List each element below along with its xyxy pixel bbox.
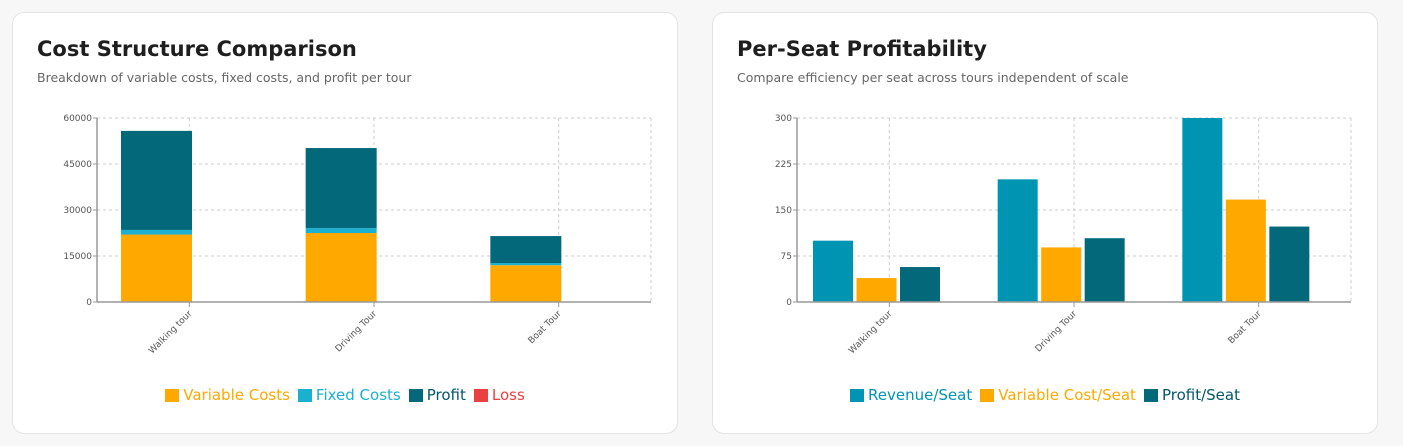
- legend-swatch: [1143, 388, 1158, 402]
- x-tick-label: Boat Tour: [527, 309, 564, 346]
- x-tick-label: Driving Tour: [1034, 309, 1080, 355]
- bar-fixed-costs: [121, 229, 192, 235]
- y-tick-label: 300: [775, 114, 792, 124]
- card-subtitle: Breakdown of variable costs, fixed costs…: [37, 70, 412, 85]
- legend-swatch: [850, 388, 865, 402]
- card-title: Cost Structure Comparison: [37, 37, 357, 61]
- y-tick-label: 0: [86, 298, 92, 308]
- legend-label: Variable Costs: [183, 386, 290, 404]
- legend-label: Profit/Seat: [1161, 386, 1240, 404]
- card-title: Per-Seat Profitability: [737, 37, 987, 61]
- legend-item[interactable]: Loss: [473, 386, 525, 404]
- legend-swatch: [165, 388, 180, 402]
- y-tick-label: 30000: [63, 206, 92, 216]
- legend-swatch: [980, 388, 995, 402]
- chart-legend: Revenue/Seat Variable Cost/Seat Profit/Sea…: [713, 386, 1377, 406]
- x-tick-label: Driving Tour: [334, 309, 380, 355]
- bar-variable-costs: [121, 234, 192, 302]
- legend-item[interactable]: Variable Cost/Seat: [980, 386, 1136, 404]
- legend-swatch: [408, 388, 423, 402]
- bar-variable-cost-seat: [1041, 247, 1082, 302]
- y-tick-label: 150: [775, 206, 792, 216]
- y-tick-label: 60000: [63, 114, 92, 124]
- bar-revenue-seat: [997, 179, 1038, 302]
- legend-item[interactable]: Profit/Seat: [1143, 386, 1240, 404]
- x-tick-label: Boat Tour: [1227, 309, 1264, 346]
- bar-profit: [121, 130, 192, 230]
- bar-profit-seat: [1269, 226, 1310, 302]
- card-subtitle: Compare efficiency per seat across tours…: [737, 70, 1129, 85]
- bar-fixed-costs: [490, 263, 562, 266]
- chart-legend: Variable Costs Fixed Costs Profit Loss: [13, 386, 677, 406]
- legend-label: Revenue/Seat: [868, 386, 973, 404]
- x-tick-label: Walking tour: [847, 309, 894, 356]
- bar-variable-costs: [305, 233, 377, 302]
- legend-label: Loss: [491, 386, 525, 404]
- legend-item[interactable]: Fixed Costs: [297, 386, 401, 404]
- bar-profit: [490, 236, 562, 264]
- legend-label: Fixed Costs: [315, 386, 401, 404]
- bar-variable-cost-seat: [1225, 199, 1266, 302]
- legend-item[interactable]: Variable Costs: [165, 386, 290, 404]
- cost-structure-chart: 0 15000 30000 45000 60000 Walking tour Driving…: [63, 114, 652, 356]
- bar-variable-costs: [490, 265, 562, 302]
- x-tick-label: Walking tour: [147, 309, 194, 356]
- legend-label: Profit: [426, 386, 466, 404]
- bar-fixed-costs: [305, 228, 377, 233]
- bar-revenue-seat: [813, 240, 853, 302]
- legend-swatch: [473, 388, 488, 402]
- bar-variable-cost-seat: [856, 278, 897, 302]
- legend-label: Variable Cost/Seat: [998, 386, 1136, 404]
- y-tick-label: 15000: [63, 252, 92, 262]
- bar-profit: [305, 148, 377, 229]
- bar-profit-seat: [900, 267, 940, 302]
- y-tick-label: 0: [786, 298, 792, 308]
- y-tick-label: 45000: [63, 160, 92, 170]
- per-seat-chart: 0 75 150 225 300 Walking tour Driving Tour Boat…: [775, 114, 1352, 356]
- bar-profit-seat: [1084, 238, 1125, 302]
- y-tick-label: 225: [775, 160, 792, 170]
- cost-structure-card: Cost Structure Comparison Breakdown of v…: [12, 12, 678, 434]
- y-tick-label: 75: [781, 252, 792, 262]
- per-seat-card: Per-Seat Profitability Compare efficienc…: [712, 12, 1378, 434]
- legend-swatch: [297, 388, 312, 402]
- legend-item[interactable]: Profit: [408, 386, 466, 404]
- bar-revenue-seat: [1182, 118, 1223, 302]
- legend-item[interactable]: Revenue/Seat: [850, 386, 972, 404]
